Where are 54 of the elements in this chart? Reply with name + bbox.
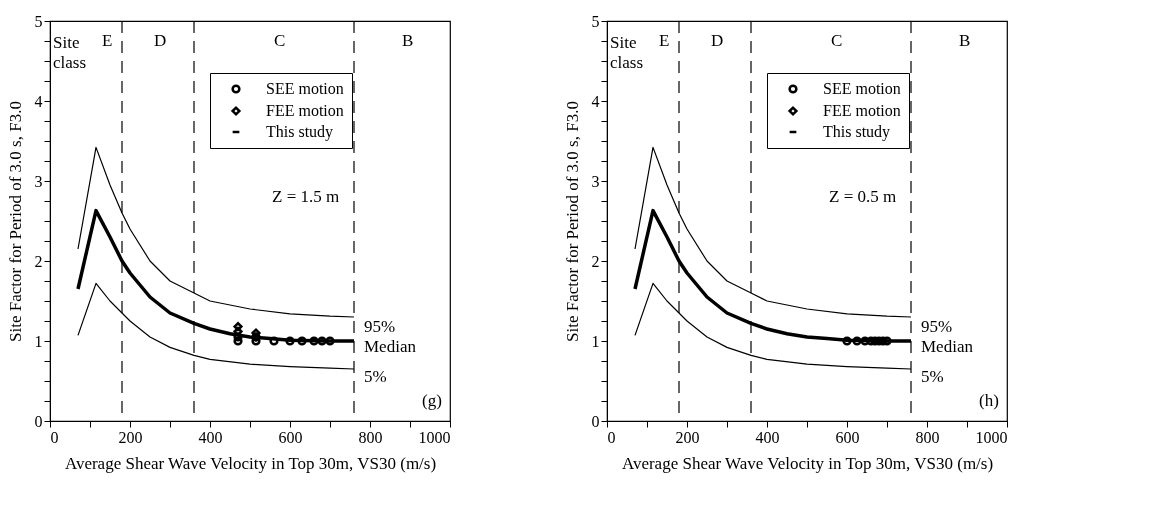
x-tick-label: 200 <box>118 428 143 446</box>
annotation: D <box>154 31 167 50</box>
annotation: C <box>831 31 843 50</box>
x-tick-label: 1000 <box>418 428 451 446</box>
annotation: B <box>959 31 971 50</box>
y-tick-label: 0 <box>591 412 600 430</box>
y-tick-label: 5 <box>34 12 43 30</box>
y-tick-label: 0 <box>34 412 43 430</box>
x-tick-label: 0 <box>50 428 59 446</box>
annotation: (h) <box>979 391 999 410</box>
annotation: B <box>402 31 414 50</box>
x-tick-label: 200 <box>675 428 700 446</box>
y-tick-label: 4 <box>34 92 43 110</box>
annotation: Site class <box>53 33 87 72</box>
x-tick-label: 800 <box>358 428 383 446</box>
y-tick-label: 1 <box>34 332 43 350</box>
x-axis-title: Average Shear Wave Velocity in Top 30m, VS30 (m/s) <box>621 453 994 473</box>
y-tick-label: 3 <box>34 172 43 190</box>
legend-label: This study <box>266 123 334 141</box>
annotation: E <box>659 31 670 50</box>
x-axis-title: Average Shear Wave Velocity in Top 30m, VS30 (m/s) <box>64 453 437 473</box>
x-tick-label: 800 <box>915 428 940 446</box>
x-tick-label: 0 <box>607 428 616 446</box>
x-tick-label: 1000 <box>975 428 1008 446</box>
legend-label: FEE motion <box>266 102 344 119</box>
legend-label: FEE motion <box>823 102 901 119</box>
annotation: 95% <box>364 317 396 336</box>
y-tick-label: 3 <box>591 172 600 190</box>
y-tick-label: 5 <box>591 12 600 30</box>
x-tick-label: 400 <box>198 428 223 446</box>
y-axis-title: Site Factor for Period of 3.0 s, F3.0 <box>562 101 582 342</box>
y-tick-label: 2 <box>34 252 43 270</box>
annotation: Z = 1.5 m <box>272 187 340 206</box>
y-tick-label: 1 <box>591 332 600 350</box>
legend-label: SEE motion <box>266 80 344 97</box>
annotation: C <box>274 31 286 50</box>
annotation: Median <box>364 337 417 356</box>
y-axis-title: Site Factor for Period of 3.0 s, F3.0 <box>5 101 25 342</box>
annotation: 5% <box>364 367 387 386</box>
annotation: Site class <box>610 33 644 72</box>
y-tick-label: 2 <box>591 252 600 270</box>
y-tick-label: 4 <box>591 92 600 110</box>
annotation: 95% <box>921 317 953 336</box>
x-tick-label: 400 <box>755 428 780 446</box>
annotation: (g) <box>422 391 442 410</box>
annotation: D <box>711 31 724 50</box>
annotation: 5% <box>921 367 944 386</box>
annotation: Z = 0.5 m <box>829 187 897 206</box>
legend-label: SEE motion <box>823 80 901 97</box>
x-tick-label: 600 <box>278 428 303 446</box>
annotation: E <box>102 31 113 50</box>
legend-label: This study <box>823 123 891 141</box>
annotation: Median <box>921 337 974 356</box>
x-tick-label: 600 <box>835 428 860 446</box>
